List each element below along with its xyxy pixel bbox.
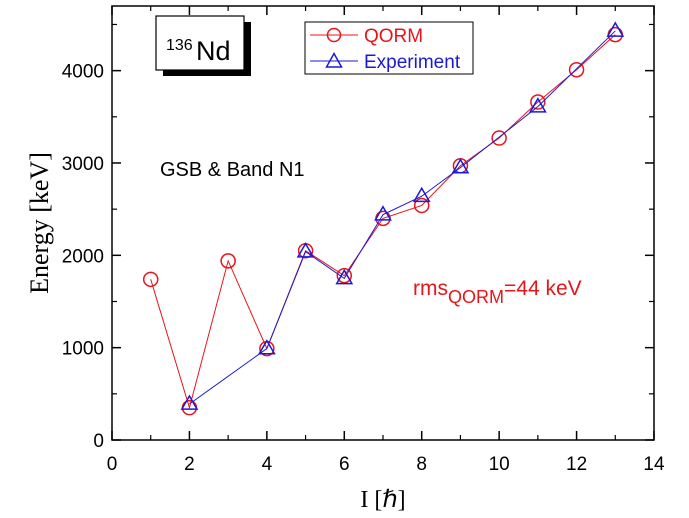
- y-tick-label: 4000: [62, 62, 104, 83]
- data-point-qorm: [491, 130, 507, 146]
- series-line-experiment: [189, 30, 616, 405]
- plot-frame: [111, 5, 655, 441]
- nucleus-symbol: Nd: [196, 36, 231, 66]
- data-point-experiment: [528, 97, 547, 113]
- series-qorm: [142, 26, 624, 416]
- legend-label-qorm: QORM: [364, 26, 423, 47]
- x-tick-label: 4: [262, 454, 273, 475]
- data-point-experiment: [451, 158, 470, 174]
- data-point-qorm: [220, 253, 236, 269]
- x-tick-label: 14: [643, 454, 665, 475]
- data-point-experiment: [374, 205, 392, 221]
- data-point-experiment: [606, 21, 625, 37]
- legend-marker-qorm: [326, 27, 342, 43]
- x-tick-labels: 0 2 4 6 8 10 12 14: [107, 454, 665, 475]
- nucleus-label-box: 136 Nd: [155, 15, 251, 76]
- data-point-experiment: [296, 242, 315, 258]
- series-layer: [142, 21, 625, 416]
- data-point-qorm: [568, 61, 585, 78]
- rms-prefix: rms: [413, 277, 448, 300]
- y-tick-label: 1000: [62, 339, 104, 360]
- data-point-experiment: [335, 268, 354, 285]
- x-tick-label: 2: [184, 454, 195, 475]
- y-tick-label: 3000: [62, 154, 104, 175]
- legend: QORM Experiment: [304, 21, 474, 75]
- series-experiment: [180, 21, 625, 410]
- x-tick-label: 0: [107, 454, 118, 475]
- nucleus-mass-number: 136: [166, 37, 193, 54]
- data-point-qorm: [336, 267, 353, 284]
- data-point-experiment: [412, 186, 431, 203]
- data-point-experiment: [257, 339, 276, 355]
- legend-label-experiment: Experiment: [364, 52, 461, 73]
- y-tick-labels: 0 1000 2000 3000 4000: [62, 62, 104, 452]
- data-point-qorm: [413, 197, 430, 214]
- data-point-qorm: [142, 271, 159, 288]
- x-tick-label: 10: [489, 454, 510, 475]
- y-tick-label: 0: [93, 431, 104, 452]
- band-label: GSB & Band N1: [160, 159, 305, 181]
- y-tick-label: 2000: [62, 246, 104, 267]
- rms-value: =44 keV: [504, 277, 582, 300]
- legend-marker-experiment: [325, 51, 343, 68]
- series-line-qorm: [150, 34, 616, 410]
- rms-annotation: rmsQORM=44 keV: [413, 277, 582, 307]
- x-tick-label: 8: [416, 454, 427, 475]
- data-point-experiment: [180, 394, 199, 410]
- rms-subscript: QORM: [448, 287, 504, 307]
- data-point-qorm: [530, 94, 546, 110]
- x-axis-title: I [ℏ]: [360, 487, 405, 513]
- y-axis-title: Energy [keV]: [25, 152, 54, 294]
- axis-ticks: [111, 6, 655, 441]
- x-tick-label: 6: [339, 454, 350, 475]
- x-tick-label: 12: [566, 454, 587, 475]
